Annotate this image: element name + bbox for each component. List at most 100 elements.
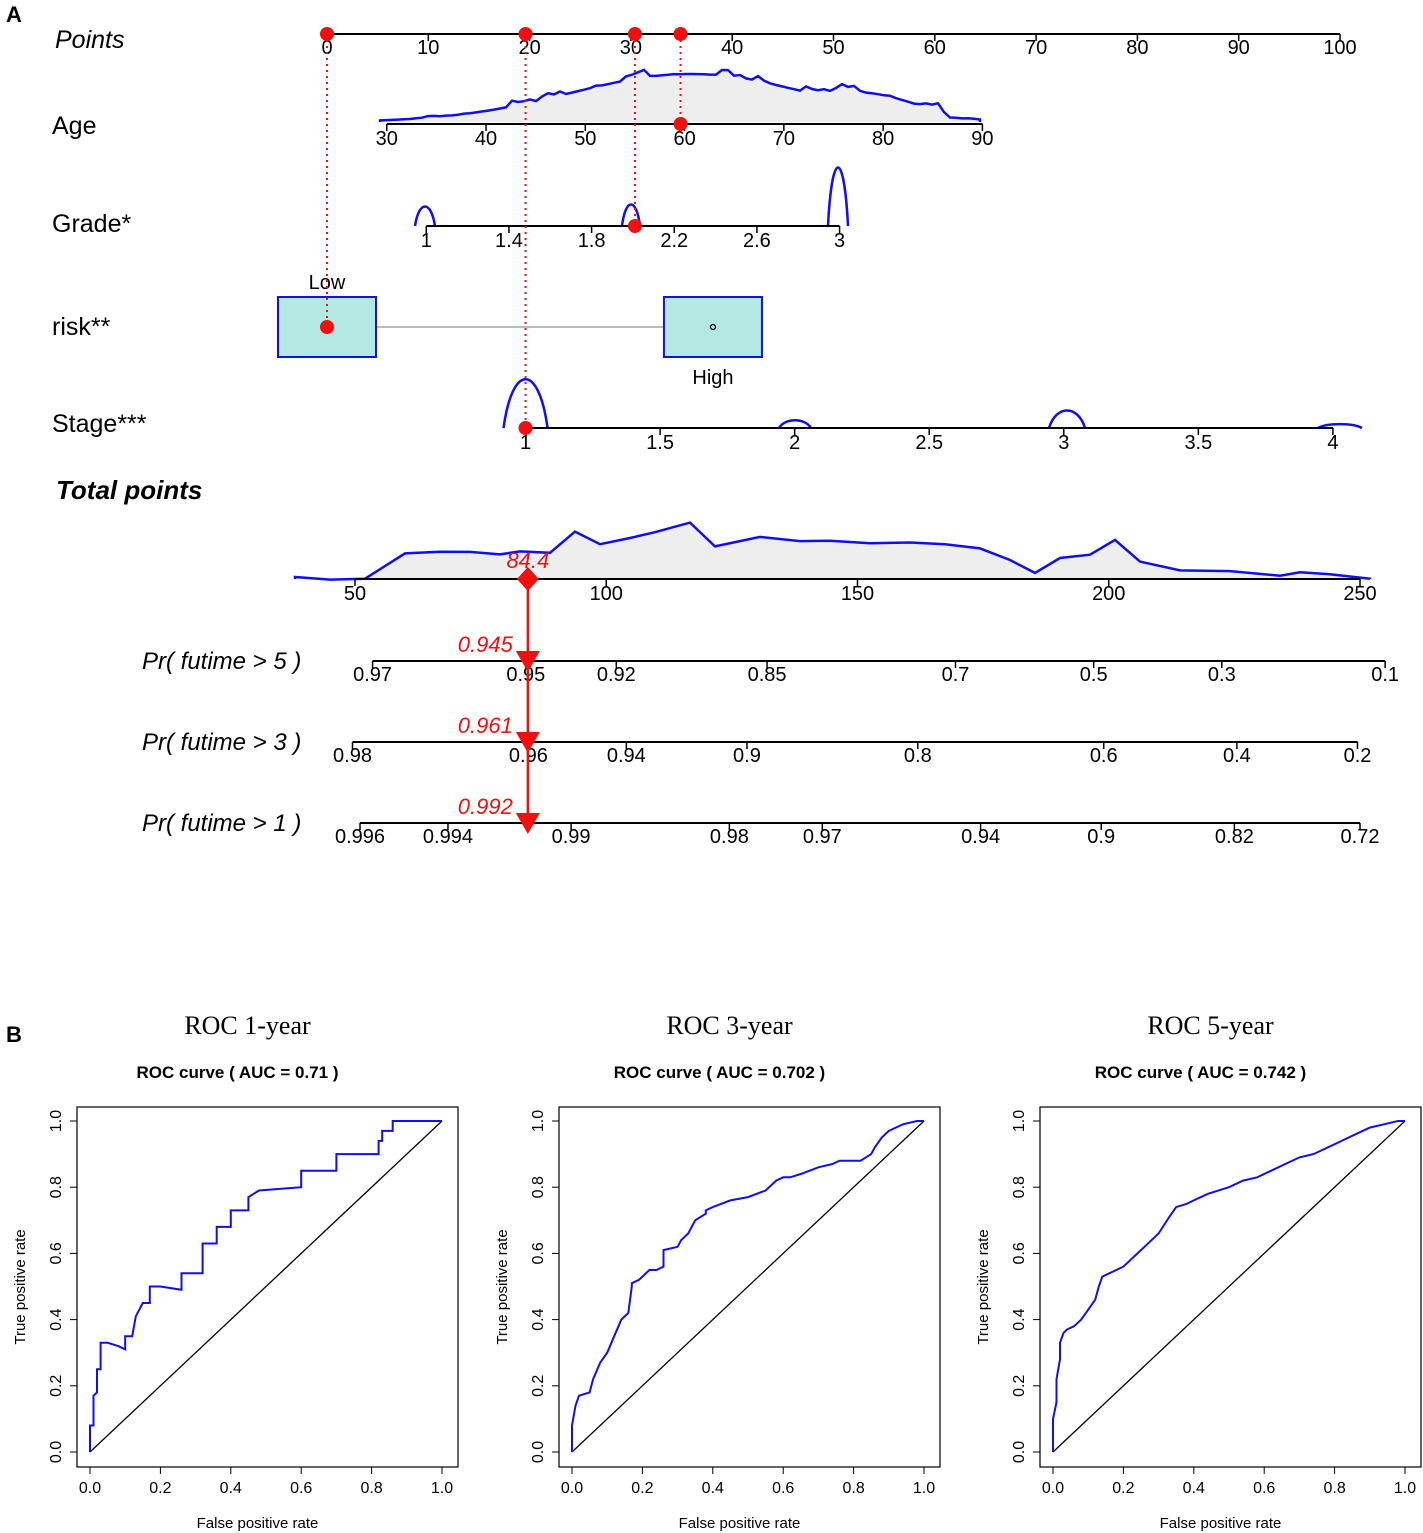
prob-tick-label: 0.994: [423, 826, 473, 848]
selection-value-marker: [627, 219, 642, 233]
prob-label: Pr( futime > 3 ): [142, 729, 301, 756]
prob-arrow-marker: [515, 651, 540, 672]
roc-plot-frame: [558, 1106, 941, 1468]
roc-y-axis-label: True positive rate: [12, 1229, 29, 1344]
prob-tick-label: 0.85: [748, 664, 787, 686]
nomogram: Points0102030405060708090100Age304050607…: [52, 26, 1399, 848]
prob-tick-label: 0.2: [1344, 745, 1372, 767]
grade-tick-label: 3: [834, 230, 845, 252]
roc-x-tick-label: 0.2: [1112, 1480, 1134, 1497]
roc-x-axis-label: False positive rate: [1160, 1515, 1282, 1532]
points-tick-label: 50: [822, 37, 844, 59]
roc-x-tick-label: 0.4: [220, 1480, 242, 1497]
roc-title: ROC 3-year: [666, 1011, 793, 1040]
selection-value-marker: [673, 117, 688, 131]
selection-points-marker: [320, 27, 334, 41]
age-tick-label: 40: [475, 128, 497, 150]
roc-curve: [571, 1120, 924, 1452]
stage-tick-label: 1: [520, 432, 531, 454]
roc-plot-frame: [1039, 1106, 1422, 1468]
stage-label: Stage***: [52, 410, 147, 438]
roc-y-axis-label: True positive rate: [975, 1229, 992, 1344]
points-tick-label: 40: [721, 37, 743, 59]
roc-chart-3: ROC 5-year ROC curve ( AUC = 0.742 ) 0.0 0.…: [975, 1011, 1422, 1532]
prob-label: Pr( futime > 5 ): [142, 648, 301, 675]
selection-points-marker: [673, 27, 688, 41]
prob-tick-label: 0.98: [710, 826, 749, 848]
age-tick-label: 90: [971, 128, 993, 150]
roc-x-tick-label: 0.2: [631, 1480, 653, 1497]
roc-x-tick-label: 0.6: [290, 1480, 312, 1497]
roc-y-tick-label: 1.0: [48, 1110, 65, 1132]
prob-tick-label: 0.7: [942, 664, 970, 686]
total-diamond-marker: [516, 567, 539, 591]
roc-y-tick-label: 0.2: [48, 1375, 65, 1397]
grade-tick-label: 2.6: [743, 230, 771, 252]
total-density-fill: [295, 522, 1370, 580]
points-tick-label: 20: [518, 37, 540, 59]
selection-value-marker: [518, 421, 533, 435]
roc-x-tick-label: 0.2: [149, 1480, 171, 1497]
roc-subtitle: ROC curve ( AUC = 0.71 ): [136, 1063, 338, 1082]
stage-tick-label: 2: [789, 432, 800, 454]
roc-reference-line: [1052, 1120, 1406, 1453]
roc-curve: [1052, 1120, 1405, 1452]
roc-y-tick-label: 0.4: [48, 1308, 65, 1330]
roc-curve: [89, 1120, 442, 1452]
risk-box-high: [662, 296, 763, 358]
roc-title: ROC 1-year: [184, 1011, 311, 1040]
panel-label-a: A: [6, 2, 22, 27]
roc-reference-line: [571, 1120, 925, 1453]
stage-tick-label: 3.5: [1184, 432, 1212, 454]
prob-tick-label: 0.4: [1223, 745, 1251, 767]
stage-density-bump: [1317, 422, 1363, 430]
prob-value-label: 0.945: [458, 632, 514, 657]
roc-x-tick-label: 0.4: [702, 1480, 724, 1497]
age-tick-label: 50: [574, 128, 596, 150]
points-tick-label: 80: [1126, 37, 1148, 59]
roc-x-tick-label: 0.0: [1042, 1480, 1064, 1497]
age-label: Age: [52, 112, 96, 140]
age-tick-label: 70: [773, 128, 795, 150]
prob-tick-label: 0.97: [803, 826, 842, 848]
selection-points-marker: [627, 27, 642, 41]
roc-x-tick-label: 0.8: [1323, 1480, 1345, 1497]
stage-tick-label: 4: [1327, 432, 1338, 454]
roc-y-tick-label: 0.8: [1011, 1176, 1028, 1198]
prob-tick-label: 0.92: [597, 664, 636, 686]
grade-density-bump: [413, 205, 437, 227]
roc-x-tick-label: 0.4: [1183, 1480, 1205, 1497]
grade-density-bump: [826, 166, 850, 227]
age-tick-label: 30: [376, 128, 398, 150]
prob-tick-label: 0.996: [335, 826, 385, 848]
roc-x-tick-label: 1.0: [431, 1480, 453, 1497]
stage-density-bump: [502, 378, 549, 429]
stage-density-bump: [777, 418, 813, 429]
roc-y-tick-label: 0.2: [1011, 1375, 1028, 1397]
roc-y-tick-label: 0.6: [530, 1242, 547, 1264]
total-tick-label: 250: [1343, 583, 1376, 605]
roc-y-tick-label: 0.0: [530, 1441, 547, 1463]
risk-high-point: [709, 323, 717, 331]
roc-y-tick-label: 0.0: [48, 1441, 65, 1463]
roc-y-tick-label: 0.0: [1011, 1441, 1028, 1463]
points-tick-label: 70: [1025, 37, 1047, 59]
prob-value-label: 0.992: [458, 794, 513, 819]
age-tick-label: 80: [872, 128, 894, 150]
roc-x-tick-label: 0.0: [561, 1480, 583, 1497]
roc-x-tick-label: 1.0: [1394, 1480, 1416, 1497]
roc-x-axis-label: False positive rate: [679, 1515, 801, 1532]
roc-y-tick-label: 0.8: [530, 1176, 547, 1198]
total-tick-label: 150: [841, 583, 874, 605]
points-tick-label: 60: [924, 37, 946, 59]
roc-y-tick-label: 0.6: [48, 1242, 65, 1264]
roc-subtitle: ROC curve ( AUC = 0.742 ): [1095, 1063, 1306, 1082]
total-tick-label: 200: [1092, 583, 1125, 605]
age-tick-label: 60: [673, 128, 695, 150]
prob-tick-label: 0.9: [733, 745, 761, 767]
points-tick-label: 90: [1228, 37, 1250, 59]
roc-x-axis-label: False positive rate: [197, 1515, 319, 1532]
total-value-label: 84.4: [506, 548, 549, 573]
roc-y-tick-label: 1.0: [1011, 1110, 1028, 1132]
roc-subtitle: ROC curve ( AUC = 0.702 ): [614, 1063, 825, 1082]
